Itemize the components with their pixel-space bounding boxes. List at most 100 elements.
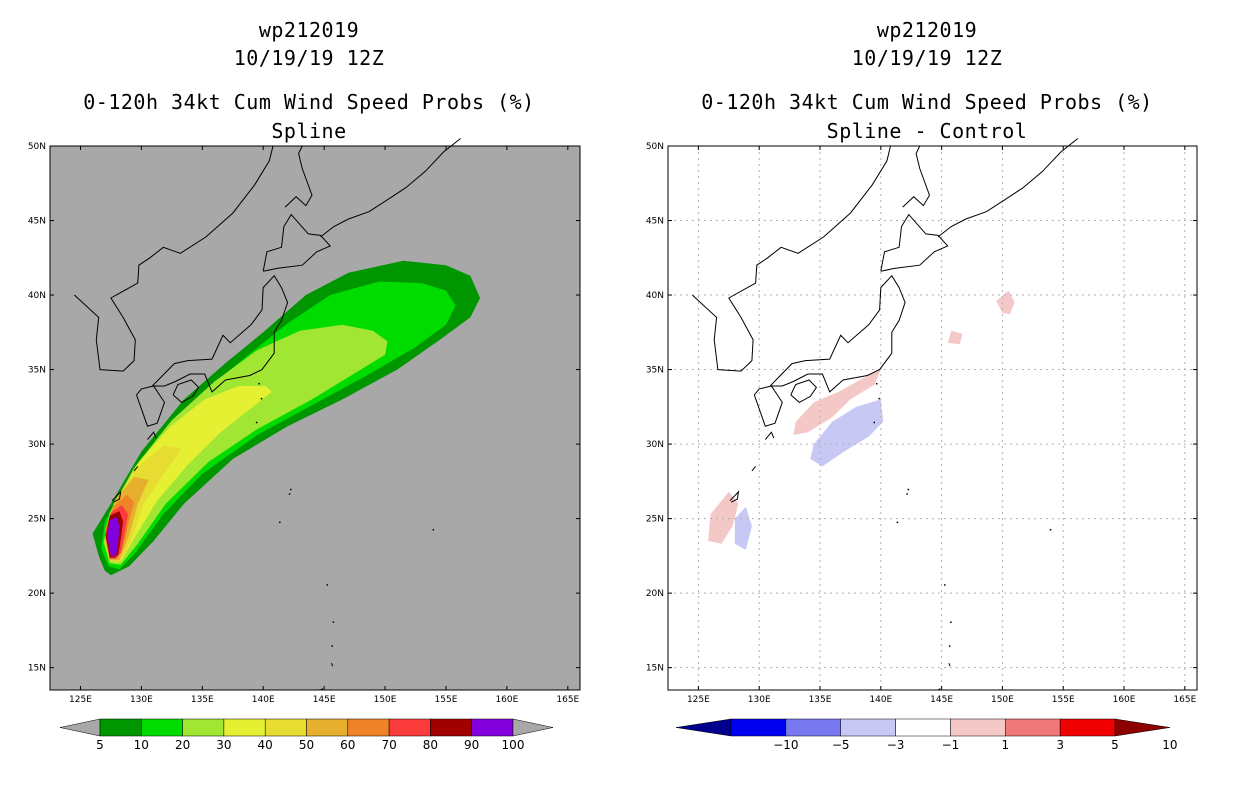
right-title-date: 10/19/19 12Z	[851, 46, 1003, 70]
colorbar-swatch	[182, 718, 225, 737]
x-tick-label: 160E	[495, 695, 518, 705]
colorbar-label: 90	[464, 738, 479, 752]
colorbar-swatch	[1005, 718, 1061, 737]
coastline	[764, 431, 775, 440]
islet	[255, 421, 258, 424]
x-tick-label: 130E	[748, 695, 771, 705]
coastline	[937, 138, 1079, 238]
map-panel-2: 125E 130E 135E 140E 145E 150E 155E 160E 165E 15N 2…	[646, 138, 1198, 705]
right-panel: wp212019 10/19/19 12Z 0-120h 34kt Cum Wi…	[618, 0, 1236, 800]
coastline	[136, 385, 166, 427]
y-tick-label: 15N	[646, 664, 664, 674]
y-tick-label: 35N	[28, 366, 46, 376]
colorbar-swatch	[471, 718, 514, 737]
x-tick-label: 155E	[435, 695, 458, 705]
colorbar-swatch	[223, 718, 266, 737]
y-tick-label: 20N	[646, 589, 664, 599]
islet	[331, 645, 333, 647]
islet	[432, 529, 435, 531]
colorbar-swatch	[141, 718, 183, 737]
islet	[279, 521, 281, 524]
coastline	[691, 145, 891, 372]
colorbar-label: 5	[1111, 738, 1119, 752]
coastline	[284, 145, 313, 208]
coastline	[151, 274, 289, 393]
colorbar-label: 50	[299, 738, 314, 752]
y-tick-label: 50N	[28, 142, 46, 152]
colorbar-swatch	[785, 718, 841, 737]
islet	[258, 382, 260, 385]
colorbar-label: 1	[1001, 738, 1009, 752]
colorbar-label: −10	[773, 738, 798, 752]
coastline	[133, 466, 139, 472]
y-tick-label: 25N	[646, 515, 664, 525]
x-tick-label: 130E	[130, 695, 153, 705]
y-tick-label: 50N	[646, 142, 664, 152]
x-tick-label: 135E	[191, 695, 214, 705]
colorbar-high-arrow	[512, 718, 554, 737]
colorbar-label: 10	[134, 738, 149, 752]
y-tick-label: 45N	[28, 217, 46, 227]
coastline	[751, 466, 756, 472]
y-tick-label: 40N	[28, 291, 46, 301]
contour-1-3	[947, 330, 963, 345]
islet	[288, 493, 291, 495]
contour-1-3	[708, 491, 739, 544]
y-tick-label: 45N	[646, 217, 664, 227]
colorbar-label: 70	[381, 738, 396, 752]
colorbar-swatch	[730, 718, 787, 737]
coastline	[320, 138, 461, 238]
x-tick-label: 135E	[809, 695, 832, 705]
x-tick-label: 165E	[1173, 695, 1196, 705]
contour-1-3	[793, 369, 881, 436]
x-tick-label: 125E	[687, 695, 710, 705]
y-tick-label: 15N	[28, 664, 46, 674]
coastline	[330, 663, 334, 667]
islet	[875, 382, 878, 385]
right-title-product: 0-120h 34kt Cum Wind Speed Probs (%)	[701, 90, 1153, 114]
coastline	[948, 663, 951, 667]
left-title-storm: wp212019	[258, 18, 360, 42]
x-tick-label: 150E	[991, 695, 1014, 705]
islet	[332, 621, 335, 623]
colorbar-label: 30	[216, 738, 231, 752]
y-tick-label: 35N	[646, 366, 664, 376]
colorbar-swatch	[264, 718, 307, 737]
coastline	[902, 145, 931, 208]
islet	[1049, 529, 1052, 531]
x-tick-label: 140E	[869, 695, 892, 705]
map-panel-1: 125E 130E 135E 140E 145E 150E 155E 160E 165E 15N 2…	[28, 138, 581, 705]
colorbar-1: 5 10 20 30 40 50 60 70 80 90 100	[59, 718, 554, 752]
left-title-date: 10/19/19 12Z	[233, 46, 385, 70]
coastline	[729, 490, 740, 503]
colorbar-swatch	[306, 718, 349, 737]
colorbar-label: 5	[96, 738, 104, 752]
colorbar-low-arrow	[675, 718, 732, 737]
plot-frame	[49, 145, 581, 691]
contour--3--1	[734, 506, 752, 550]
y-tick-label: 25N	[28, 515, 46, 525]
islet	[873, 421, 876, 424]
coastline	[790, 379, 818, 404]
colorbar-label: 3	[1056, 738, 1064, 752]
coastline	[74, 145, 274, 372]
colorbar-label: 20	[175, 738, 190, 752]
islet	[878, 397, 880, 400]
islet	[896, 521, 899, 524]
colorbar-label: −5	[832, 738, 850, 752]
plot-frame	[667, 145, 1198, 691]
coastline	[262, 213, 332, 272]
x-tick-label: 160E	[1113, 695, 1136, 705]
contour-1-3	[996, 290, 1015, 315]
right-title-method: Spline - Control	[826, 119, 1028, 143]
colorbar-swatch	[950, 718, 1006, 737]
coastline	[172, 379, 200, 404]
coastline	[769, 274, 906, 393]
left-panel: wp212019 10/19/19 12Z 0-120h 34kt Cum Wi…	[83, 18, 534, 143]
coastline	[880, 213, 949, 272]
colorbar-label: 60	[340, 738, 355, 752]
x-tick-label: 150E	[374, 695, 397, 705]
islet	[906, 493, 908, 495]
y-tick-label: 30N	[646, 440, 664, 450]
x-tick-label: 145E	[313, 695, 336, 705]
